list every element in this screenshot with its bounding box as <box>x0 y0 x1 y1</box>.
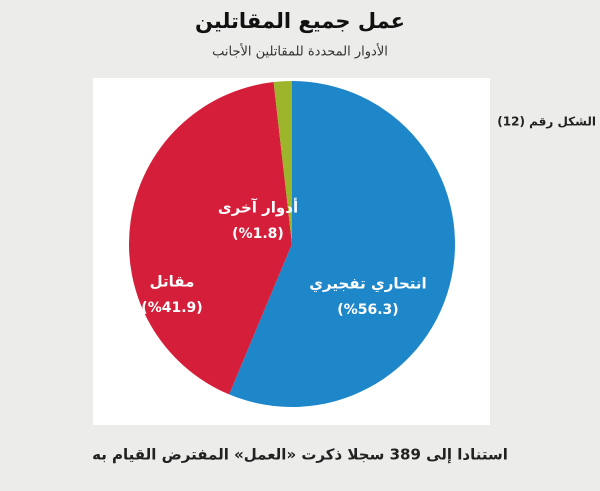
chart-subtitle: الأدوار المحددة للمقاتلين الأجانب <box>212 43 388 60</box>
slice-value-label: (%56.3) <box>337 302 398 318</box>
slice-value-label: (%1.8) <box>232 226 284 242</box>
slice-value-label: (%41.9) <box>141 300 202 316</box>
chart-title: عمل جميع المقاتلين <box>195 9 405 33</box>
pie-slice <box>128 82 292 395</box>
figure-label: الشكل رقم (12) <box>497 115 596 129</box>
pie-slice <box>273 81 292 244</box>
slice-label: أدوار آخرى <box>218 198 298 217</box>
slice-label: انتحاري تفجيري <box>309 275 426 294</box>
footnote: استنادا إلى 389 سجلا ذكرت «العمل» المفتر… <box>92 446 508 464</box>
slice-label: مقاتل <box>150 273 195 291</box>
pie-slice <box>229 81 455 407</box>
